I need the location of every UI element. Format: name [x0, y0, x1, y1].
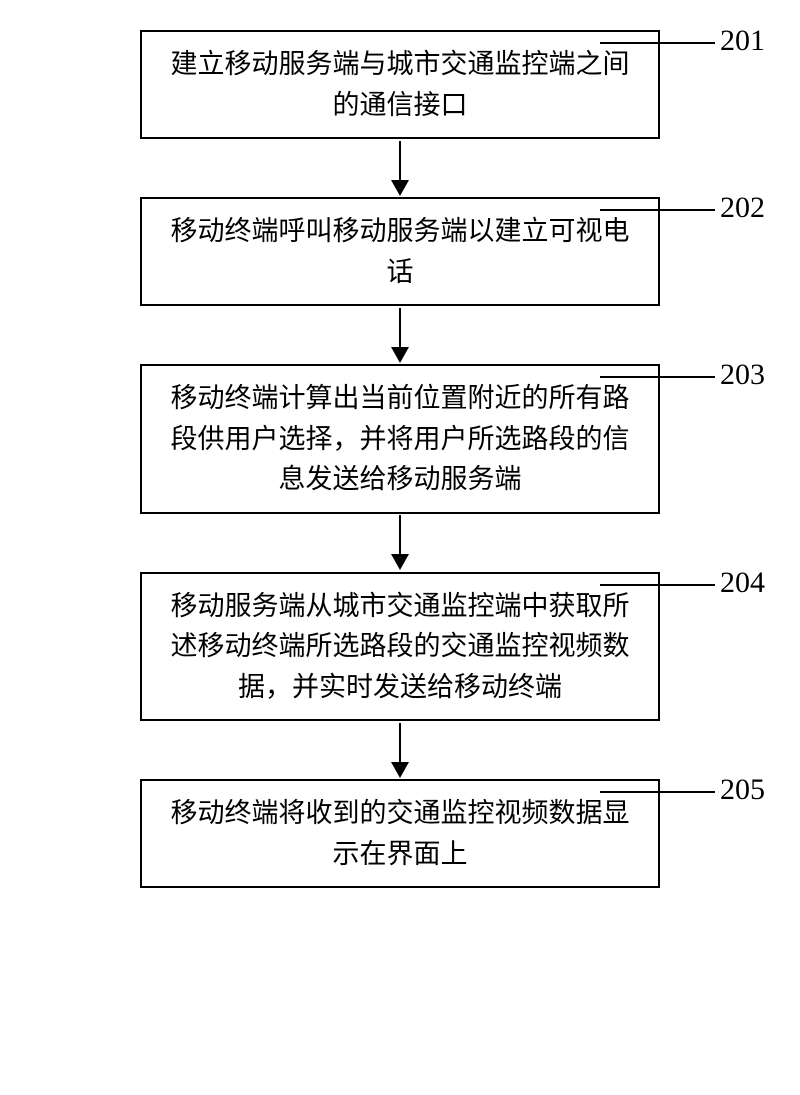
step-label-202: 202	[720, 191, 765, 225]
label-connector-line	[600, 376, 715, 378]
arrow-down-icon	[391, 139, 409, 197]
arrow-down-icon	[391, 721, 409, 779]
step-label-203: 203	[720, 358, 765, 392]
label-connector-line	[600, 791, 715, 793]
label-connector-line	[600, 584, 715, 586]
step-box-202: 移动终端呼叫移动服务端以建立可视电话	[140, 197, 660, 306]
arrow-down-icon	[391, 306, 409, 364]
step-label-201: 201	[720, 24, 765, 58]
step-box-204: 移动服务端从城市交通监控端中获取所述移动终端所选路段的交通监控视频数据，并实时发…	[140, 572, 660, 722]
step-text: 移动服务端从城市交通监控端中获取所述移动终端所选路段的交通监控视频数据，并实时发…	[162, 586, 638, 708]
step-container-204: 移动服务端从城市交通监控端中获取所述移动终端所选路段的交通监控视频数据，并实时发…	[0, 572, 800, 722]
arrow-down-icon	[391, 514, 409, 572]
step-container-202: 移动终端呼叫移动服务端以建立可视电话 202	[0, 197, 800, 306]
step-text: 移动终端将收到的交通监控视频数据显示在界面上	[162, 793, 638, 874]
step-box-201: 建立移动服务端与城市交通监控端之间的通信接口	[140, 30, 660, 139]
label-connector-line	[600, 42, 715, 44]
step-text: 移动终端计算出当前位置附近的所有路段供用户选择，并将用户所选路段的信息发送给移动…	[162, 378, 638, 500]
step-box-203: 移动终端计算出当前位置附近的所有路段供用户选择，并将用户所选路段的信息发送给移动…	[140, 364, 660, 514]
step-label-205: 205	[720, 773, 765, 807]
step-container-205: 移动终端将收到的交通监控视频数据显示在界面上 205	[0, 779, 800, 888]
flowchart-container: 建立移动服务端与城市交通监控端之间的通信接口 201 移动终端呼叫移动服务端以建…	[0, 30, 800, 888]
label-connector-line	[600, 209, 715, 211]
step-box-205: 移动终端将收到的交通监控视频数据显示在界面上	[140, 779, 660, 888]
step-text: 建立移动服务端与城市交通监控端之间的通信接口	[162, 44, 638, 125]
step-container-203: 移动终端计算出当前位置附近的所有路段供用户选择，并将用户所选路段的信息发送给移动…	[0, 364, 800, 514]
step-container-201: 建立移动服务端与城市交通监控端之间的通信接口 201	[0, 30, 800, 139]
step-text: 移动终端呼叫移动服务端以建立可视电话	[162, 211, 638, 292]
step-label-204: 204	[720, 566, 765, 600]
